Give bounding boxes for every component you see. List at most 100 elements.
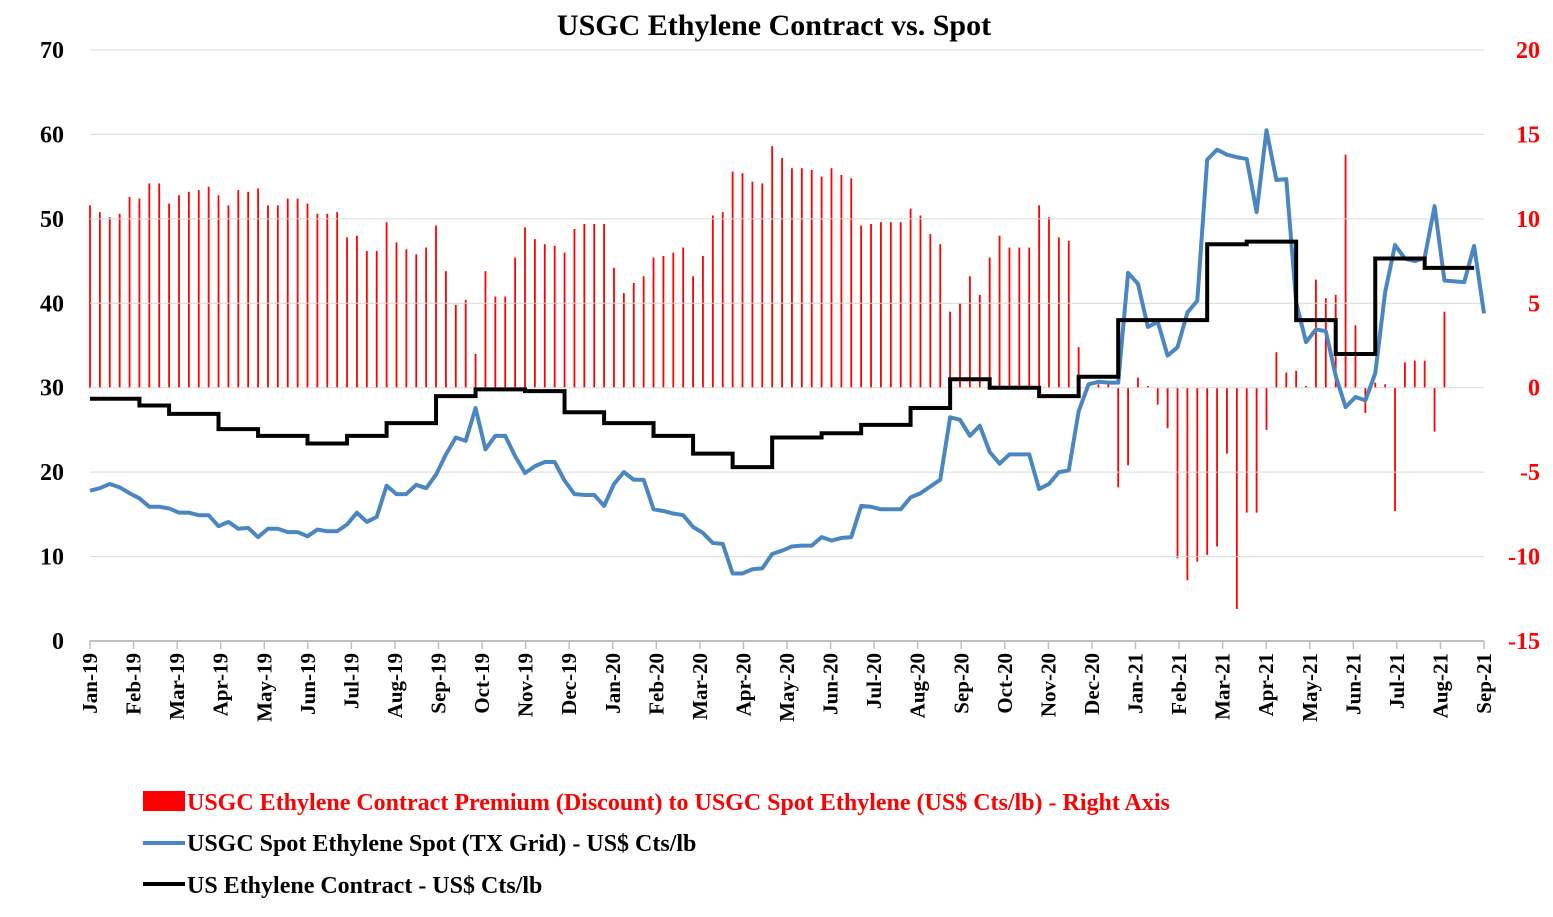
right-tick-label: 5 — [1528, 291, 1540, 317]
premium-bar — [1315, 279, 1317, 388]
premium-bar — [1235, 387, 1238, 609]
premium-bar — [336, 212, 339, 388]
premium-bar — [781, 158, 783, 388]
right-tick-label: -10 — [1508, 545, 1540, 571]
legend-item-contract: US Ethylene Contract - US$ Cts/lb — [143, 873, 542, 899]
premium-bar — [1413, 360, 1416, 388]
x-tick-label: Sep-19 — [427, 653, 451, 714]
premium-bar — [1305, 386, 1307, 388]
legend: USGC Ethylene Contract Premium (Discount… — [143, 790, 1170, 899]
premium-bar — [731, 171, 734, 388]
legend-label-spot: USGC Spot Ethylene Spot (TX Grid) - US$ … — [187, 831, 696, 857]
premium-bar — [998, 235, 1001, 388]
left-tick-label: 50 — [40, 207, 64, 233]
axes — [89, 49, 1485, 649]
contract-ethylene-line — [90, 239, 1475, 470]
premium-bar — [395, 242, 398, 388]
premium-bar — [1196, 387, 1199, 562]
premium-bar — [207, 186, 210, 388]
premium-bar — [118, 213, 121, 388]
premium-bar — [771, 146, 774, 388]
premium-bar — [454, 304, 457, 388]
x-tick-label: Nov-20 — [1036, 653, 1060, 717]
legend-item-premium: USGC Ethylene Contract Premium (Discount… — [143, 790, 1170, 816]
premium-bar — [889, 222, 892, 388]
premium-bar — [267, 205, 269, 388]
premium-bar — [326, 213, 329, 388]
premium-bar — [306, 203, 309, 388]
premium-bar — [1255, 387, 1258, 513]
premium-bar — [1226, 387, 1228, 454]
x-tick-label: Feb-19 — [122, 653, 146, 715]
x-tick-label: Dec-20 — [1080, 653, 1104, 715]
left-tick-label: 60 — [40, 122, 64, 148]
premium-bar — [464, 299, 467, 388]
premium-bar — [533, 239, 536, 388]
premium-bar — [603, 223, 605, 388]
x-tick-label: Apr-19 — [209, 653, 233, 716]
right-tick-label: -15 — [1508, 629, 1540, 655]
premium-bar — [1404, 362, 1406, 388]
right-tick-label: 20 — [1516, 38, 1540, 64]
premium-bar — [1057, 237, 1060, 388]
premium-bar — [553, 245, 556, 388]
premium-bar — [158, 183, 161, 388]
chart-title: USGC Ethylene Contract vs. Spot — [557, 9, 991, 42]
x-tick-label: Aug-19 — [383, 653, 407, 718]
x-tick-label: Jul-20 — [862, 653, 886, 709]
premium-bar — [1394, 387, 1396, 511]
premium-bar — [652, 257, 655, 388]
premium-bar — [563, 252, 566, 388]
premium-bar — [1156, 387, 1159, 405]
premium-bar — [168, 203, 170, 388]
x-tick-label: Jul-19 — [339, 653, 363, 709]
premium-bar — [1176, 387, 1179, 559]
premium-bar — [247, 191, 250, 388]
premium-bar — [662, 256, 665, 388]
premium-bar — [474, 353, 477, 388]
premium-bar — [899, 222, 902, 388]
premium-bar — [573, 228, 576, 388]
premium-bar — [405, 249, 408, 388]
premium-bar — [1048, 217, 1050, 388]
premium-bar — [1137, 377, 1139, 388]
x-tick-label: Feb-21 — [1167, 653, 1191, 715]
premium-bar — [138, 198, 141, 388]
premium-bar — [919, 215, 922, 388]
premium-bar — [949, 311, 952, 388]
premium-bar — [197, 190, 200, 388]
premium-bar — [820, 176, 823, 388]
premium-bar — [622, 293, 625, 388]
premium-bar — [583, 223, 586, 388]
x-tick-label: Jan-20 — [601, 653, 625, 714]
premium-bar — [1127, 387, 1129, 466]
premium-bar — [850, 178, 853, 388]
premium-bar — [1265, 387, 1268, 430]
premium-bar — [425, 247, 428, 388]
premium-bar — [543, 244, 546, 388]
premium-bar — [1028, 247, 1031, 388]
premium-bar — [187, 191, 190, 388]
left-tick-label: 40 — [40, 291, 64, 317]
premium-bar — [524, 227, 526, 388]
x-tick-label: Jun-19 — [296, 653, 320, 715]
premium-bar — [1166, 387, 1169, 429]
right-tick-label: 15 — [1516, 122, 1540, 148]
x-tick-label: Jan-19 — [78, 653, 102, 714]
spot-ethylene-line — [89, 128, 1486, 576]
premium-bar — [296, 198, 299, 388]
x-tick-label: Sep-21 — [1472, 653, 1496, 714]
legend-label-premium: USGC Ethylene Contract Premium (Discount… — [187, 790, 1170, 816]
premium-bar — [613, 267, 615, 388]
left-axis-tick-labels: 0 10 20 30 40 50 60 70 — [40, 38, 64, 655]
premium-bar — [593, 223, 596, 388]
premium-bar — [761, 183, 764, 388]
x-tick-label: May-21 — [1298, 653, 1322, 722]
premium-bar — [810, 169, 813, 388]
premium-bars — [89, 146, 1446, 609]
premium-bar — [276, 205, 279, 388]
premium-bar — [939, 244, 942, 388]
premium-bar — [870, 223, 872, 388]
premium-bar — [929, 234, 932, 388]
premium-bar — [435, 225, 437, 388]
